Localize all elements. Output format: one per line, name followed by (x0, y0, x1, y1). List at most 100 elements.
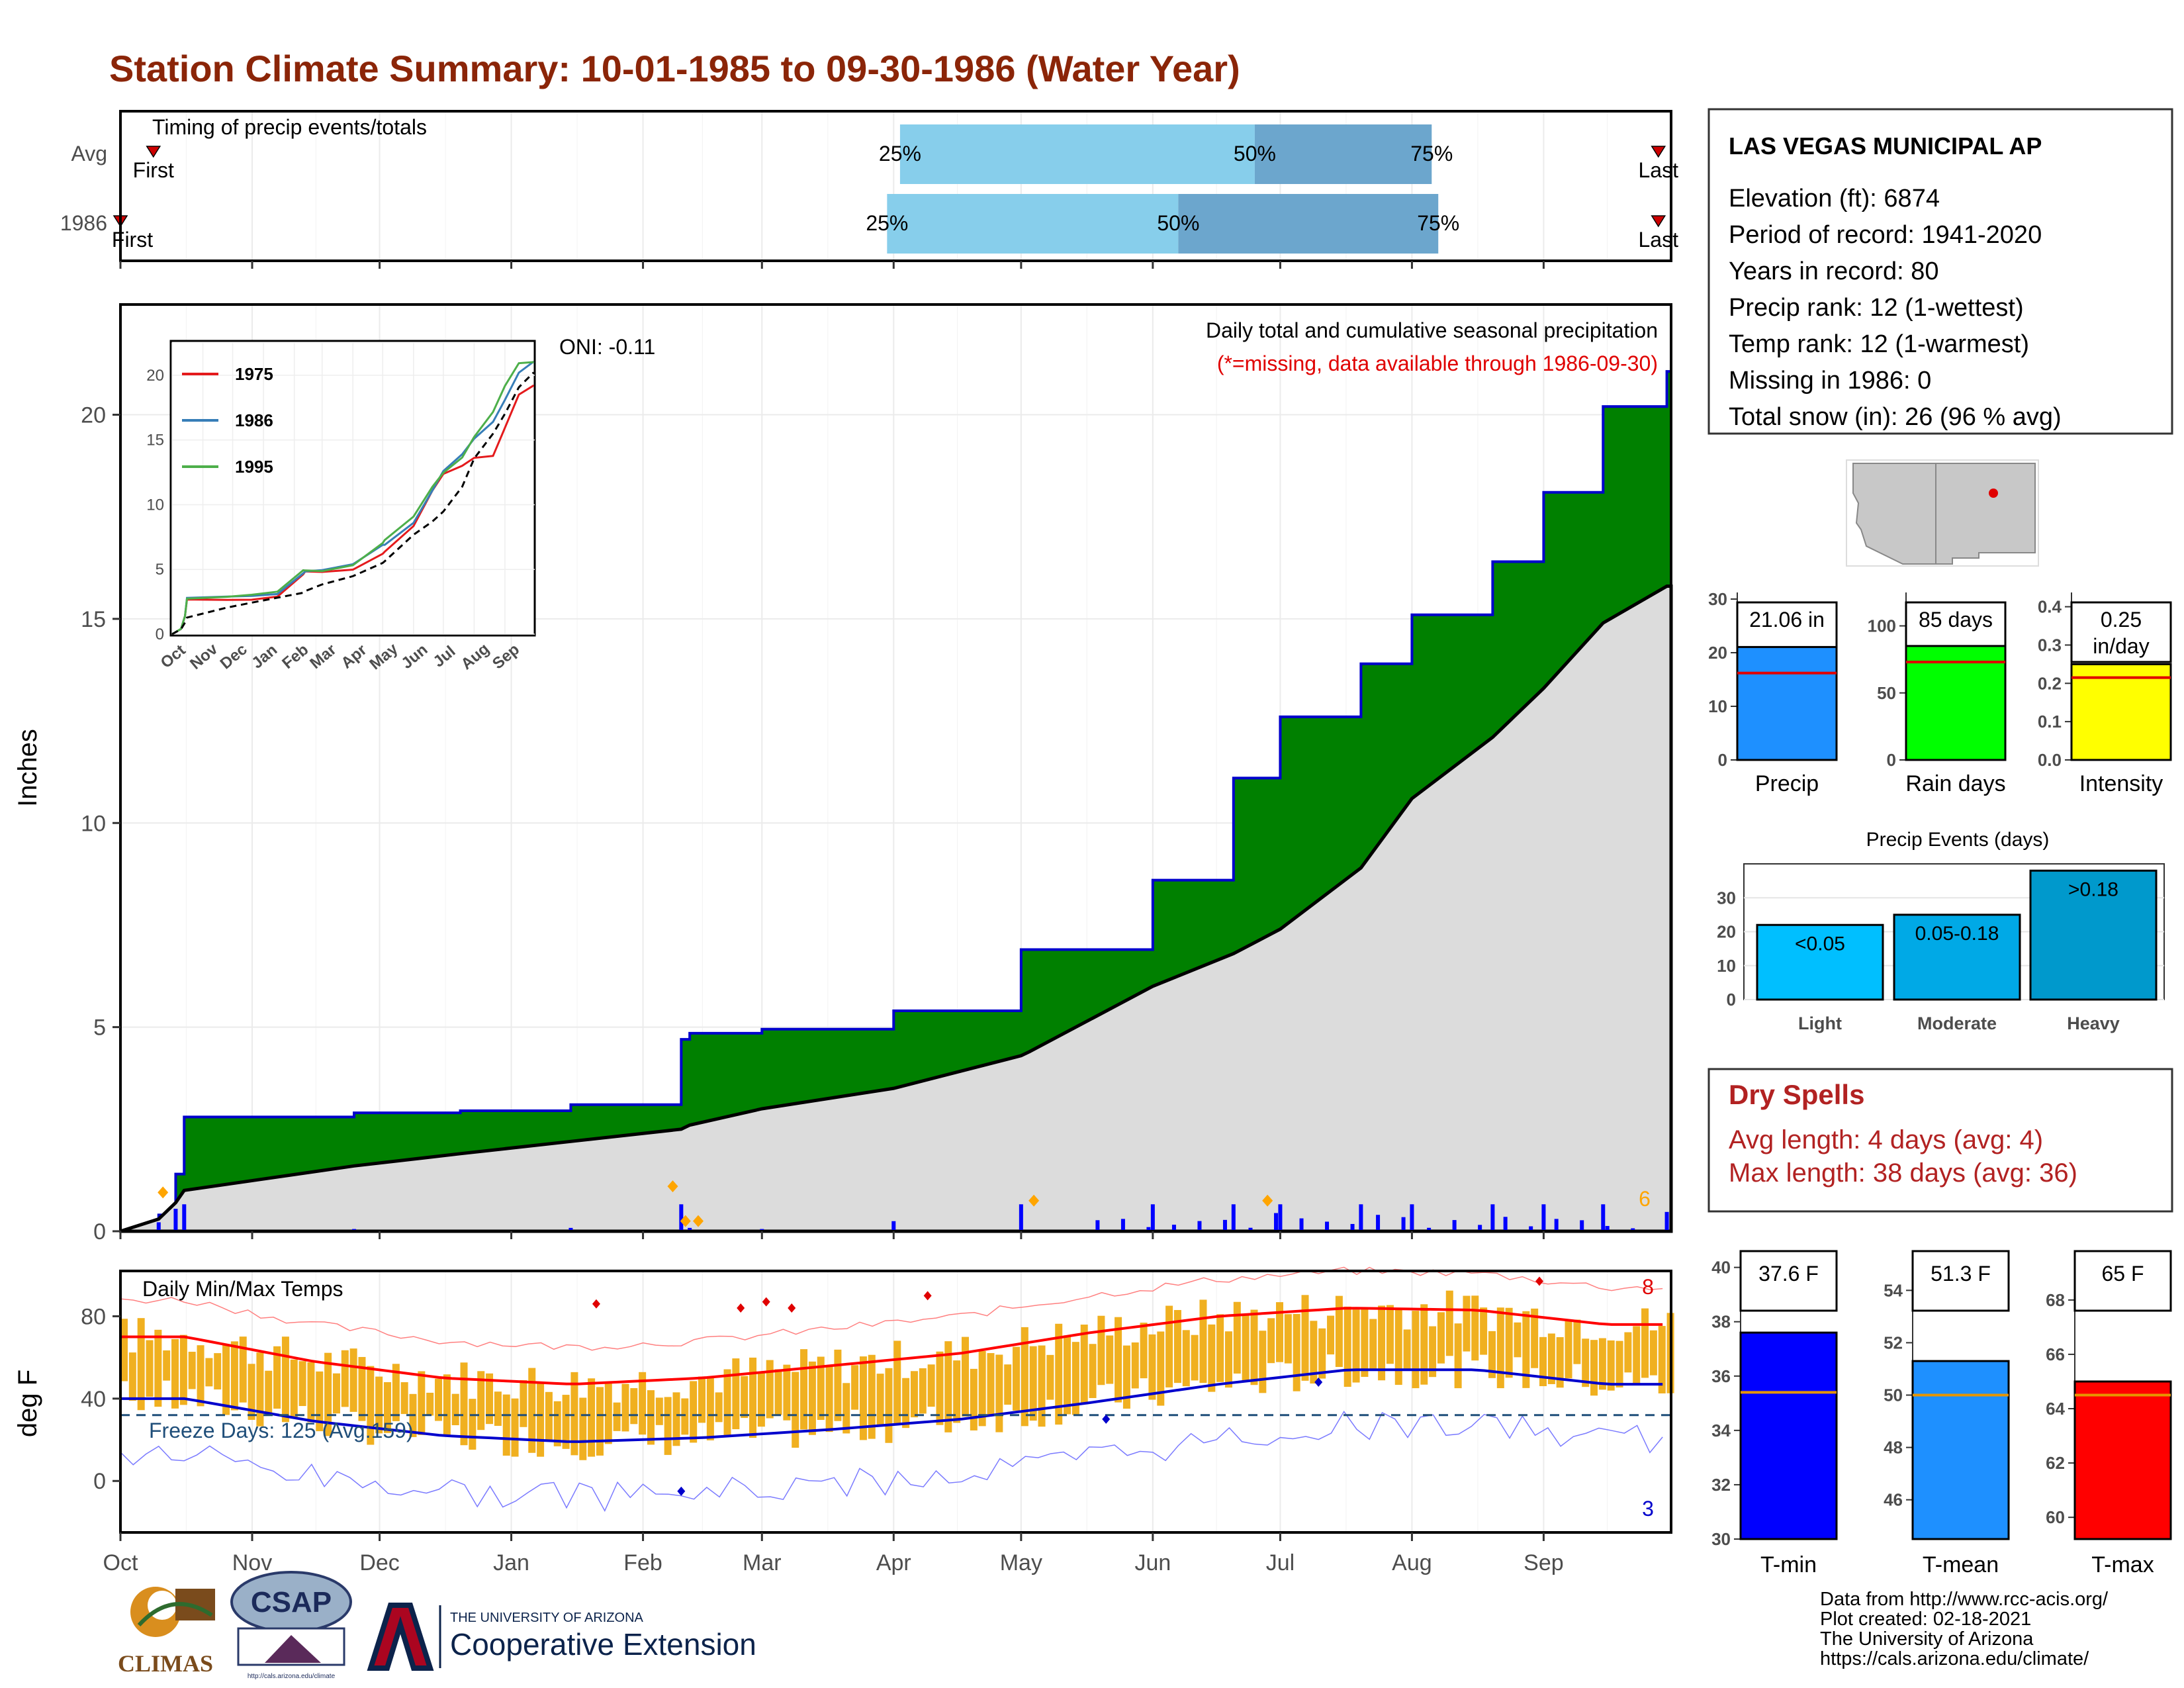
snow-marker (693, 1215, 704, 1227)
daily-temp-bar (1276, 1302, 1284, 1362)
daily-precip-bar (1541, 1204, 1546, 1231)
events-ytick-label: 30 (1717, 888, 1736, 908)
mini-ytick-label: 0.4 (2038, 597, 2062, 617)
daily-temp-bar (757, 1372, 765, 1427)
daily-temp-bar (1343, 1306, 1351, 1387)
daily-temp-bar (1369, 1319, 1377, 1370)
daily-temp-bar (1624, 1332, 1632, 1373)
daily-temp-bar (1157, 1331, 1165, 1406)
daily-temp-bar (545, 1391, 553, 1441)
daily-precip-bar (1120, 1219, 1125, 1231)
events-bar-label: Moderate (1917, 1013, 1997, 1033)
first-event-label: First (112, 228, 153, 252)
temp-summary-ytick-label: 64 (2046, 1399, 2065, 1419)
ua-big-text: Cooperative Extension (450, 1627, 756, 1662)
events-ytick-label: 0 (1727, 990, 1736, 1009)
daily-temp-bar (596, 1387, 604, 1456)
timing-bar-50-75 (1178, 194, 1439, 254)
daily-temp-bar (128, 1352, 136, 1401)
first-event-marker (146, 146, 161, 158)
daily-temp-bar (426, 1392, 434, 1416)
daily-temp-bar (375, 1376, 383, 1434)
temp-y-axis-label: deg F (13, 1370, 42, 1437)
snow-marker (1028, 1194, 1040, 1207)
daily-temp-bar (188, 1352, 196, 1389)
daily-temp-bar (451, 1393, 459, 1426)
temp-summary-label-t-mean: T-mean (1923, 1552, 1999, 1577)
events-bar-moderate (1893, 914, 2021, 1001)
daily-temp-bar (1633, 1326, 1641, 1384)
daily-temp-bar (120, 1319, 128, 1382)
inset-legend-1995: 1995 (235, 457, 273, 477)
temp-summary-ytick-label: 36 (1711, 1366, 1731, 1386)
daily-precip-bar (1248, 1227, 1253, 1231)
temp-summary-bar-t-max (2073, 1380, 2172, 1540)
daily-precip-bar (1376, 1215, 1381, 1231)
last-event-label: Last (1639, 158, 1679, 182)
daily-temp-bar (681, 1398, 689, 1435)
daily-temp-bar (664, 1397, 672, 1455)
inset-series-1975 (171, 384, 535, 635)
month-label-aug: Aug (1392, 1550, 1432, 1575)
precip-ytick-label: 20 (81, 403, 106, 428)
daily-temp-bar (358, 1356, 366, 1421)
daily-temp-bar (1488, 1331, 1496, 1378)
mini-ytick-label: 30 (1708, 589, 1727, 609)
daily-temp-bar (1021, 1327, 1028, 1427)
mini-ytick-label: 0 (1718, 750, 1727, 770)
daily-temp-bar (800, 1349, 808, 1430)
daily-temp-bar (978, 1350, 986, 1427)
daily-precip-bar (1197, 1221, 1202, 1231)
daily-temp-bar (1641, 1308, 1649, 1378)
inset-ytick-label: 10 (146, 496, 164, 514)
daily-temp-bar (1514, 1322, 1522, 1358)
daily-temp-bar (256, 1352, 264, 1427)
daily-temp-bar (970, 1368, 978, 1430)
inset-legend-1986: 1986 (235, 410, 273, 430)
temp-ytick-label: 40 (81, 1387, 106, 1412)
daily-temp-bar (418, 1371, 426, 1435)
daily-temp-bar (1089, 1344, 1097, 1398)
mini-ytick-label: 0.0 (2038, 750, 2062, 770)
daily-temp-bar (766, 1360, 774, 1419)
daily-temp-bar (690, 1381, 698, 1443)
mini-value-text: 85 days (1919, 608, 1993, 632)
daily-temp-bar (1386, 1305, 1394, 1364)
daily-temp-bar (1480, 1307, 1488, 1355)
daily-temp-bar (732, 1358, 740, 1430)
inset-ytick-label: 20 (146, 367, 164, 385)
daily-temp-bar (639, 1372, 647, 1435)
timing-panel: 25% 50% 75% First Last 25% 50% 75% First Last Tim… (60, 110, 1679, 262)
temp-summary-value-box (1911, 1250, 2010, 1312)
daily-temp-bar (1471, 1295, 1479, 1361)
month-label-jan: Jan (493, 1550, 529, 1575)
record-high-marker (788, 1303, 796, 1313)
station-missing: Missing in 1986: 0 (1729, 367, 1931, 395)
inset-ytick-label: 0 (156, 626, 164, 643)
daily-temp-bar (332, 1373, 340, 1414)
daily-temp-bar (205, 1358, 213, 1387)
daily-temp-bar (1182, 1330, 1190, 1387)
daily-temp-bar (579, 1397, 587, 1460)
temp-summary-ytick-label: 34 (1711, 1421, 1731, 1440)
daily-temp-bar (469, 1399, 477, 1450)
temp-summary-ytick-label: 60 (2046, 1507, 2065, 1527)
timing-q75-label: 75% (1410, 142, 1453, 165)
dry-spells-avg: Avg length: 4 days (avg: 4) (1729, 1125, 2043, 1154)
month-label-may: May (1000, 1550, 1042, 1575)
precip-ytick-label: 15 (81, 607, 106, 632)
csap-logo-url: http://cals.arizona.edu/climate (248, 1673, 336, 1680)
timing-q25-label: 25% (879, 142, 921, 165)
month-label-jun: Jun (1134, 1550, 1171, 1575)
mini-ytick-label: 100 (1868, 616, 1896, 636)
record-high-marker (923, 1291, 932, 1301)
daily-temp-bar (919, 1368, 927, 1414)
events-bar-inner-label: 0.05-0.18 (1915, 923, 1999, 945)
daily-temp-bar (222, 1345, 230, 1415)
daily-temp-bar (1284, 1314, 1292, 1364)
timing-bar-25-50 (887, 194, 1179, 254)
daily-temp-bar (443, 1374, 451, 1437)
events-bar-inner-label: >0.18 (2068, 878, 2118, 900)
record-high-marker (762, 1297, 770, 1307)
